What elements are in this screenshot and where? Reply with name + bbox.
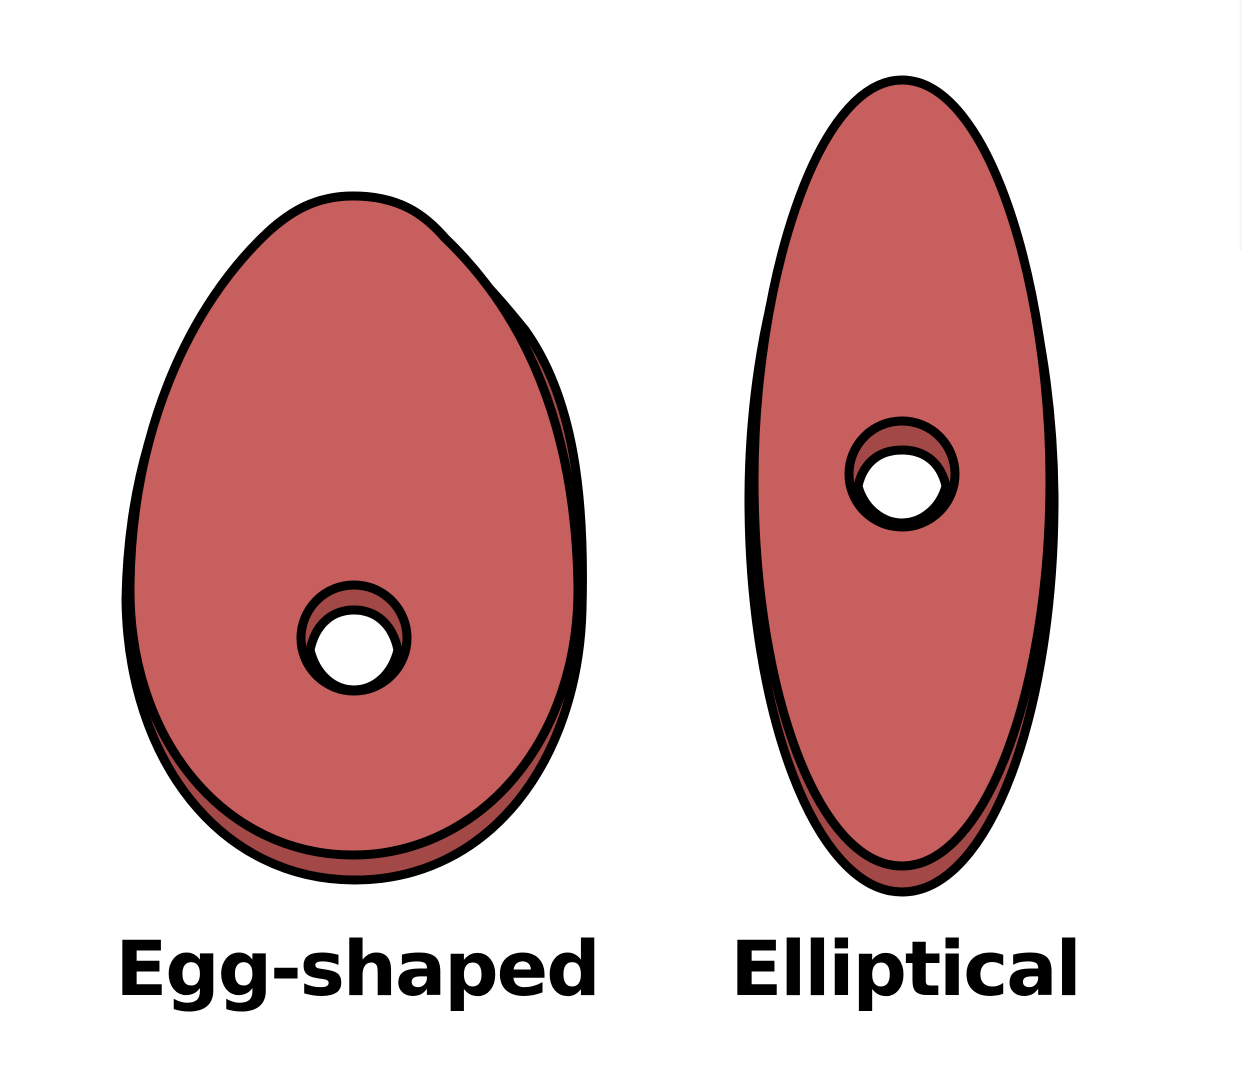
elliptical-label: Elliptical: [730, 924, 1079, 1013]
egg-bead-hole: [296, 580, 412, 696]
elliptical-bead-icon: [744, 75, 1059, 897]
edge-strip: [1238, 0, 1242, 250]
egg-bead-face: [125, 191, 583, 860]
elliptical-bead-hole: [844, 416, 960, 532]
egg-shaped-bead-icon: [121, 191, 587, 885]
egg-shaped-label: Egg-shaped: [115, 924, 598, 1013]
